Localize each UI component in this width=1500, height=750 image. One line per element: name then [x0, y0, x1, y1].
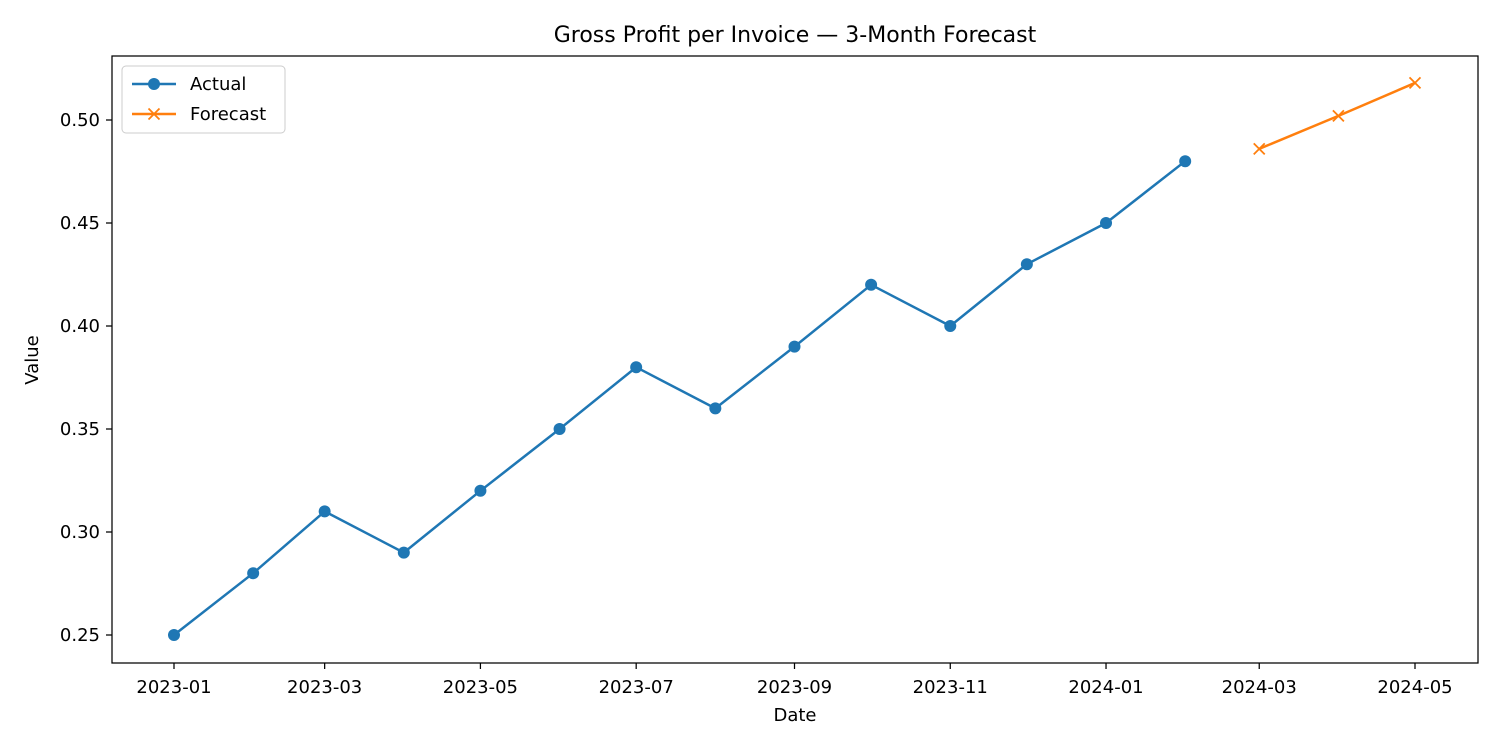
data-point-actual — [553, 423, 566, 435]
y-tick-label: 0.50 — [60, 110, 100, 131]
axes-frame — [111, 55, 1479, 664]
legend-forecast-marker — [147, 107, 161, 121]
series-actual-line — [173, 160, 1186, 636]
x-tick-label: 2024-03 — [1222, 677, 1297, 698]
x-tick-label: 2024-05 — [1377, 677, 1452, 698]
axis-ticks: 2023-01 2023-03 2023-05 2023-07 2023-09 2023-… — [60, 110, 1453, 698]
data-point-actual — [630, 361, 643, 374]
y-axis-label: Value — [22, 335, 43, 384]
data-point-actual — [944, 320, 957, 332]
y-tick-label: 0.25 — [60, 625, 100, 646]
legend: Actual Forecast — [121, 65, 286, 134]
data-point-actual — [397, 546, 410, 559]
data-point-forecast — [1408, 76, 1422, 90]
data-point-actual — [1020, 258, 1033, 271]
data-point-actual — [1179, 155, 1192, 168]
data-point-actual — [709, 402, 722, 415]
data-point-forecast — [1332, 109, 1345, 123]
x-tick-label: 2023-07 — [599, 677, 674, 698]
data-point-forecast — [1253, 142, 1266, 155]
data-point-actual — [247, 567, 260, 580]
chart-title: Gross Profit per Invoice — 3-Month Forec… — [554, 23, 1037, 48]
y-tick-label: 0.35 — [60, 419, 100, 440]
data-point-actual — [788, 340, 801, 353]
data-point-actual — [474, 484, 487, 497]
series-forecast-line — [1258, 81, 1416, 150]
x-tick-label: 2023-01 — [136, 677, 211, 698]
data-point-actual — [1100, 217, 1113, 229]
data-point-actual — [318, 505, 331, 518]
x-tick-label: 2023-11 — [913, 677, 988, 698]
legend-actual-label: Actual — [190, 74, 246, 95]
legend-actual-marker — [148, 78, 160, 90]
y-tick-label: 0.40 — [60, 316, 100, 337]
plot-area — [168, 76, 1422, 641]
y-tick-label: 0.30 — [60, 522, 100, 543]
x-tick-label: 2023-09 — [757, 677, 832, 698]
data-point-actual — [168, 629, 180, 641]
x-tick-label: 2023-05 — [443, 677, 518, 698]
y-tick-label: 0.45 — [60, 213, 100, 234]
data-point-actual — [865, 278, 878, 291]
x-axis-label: Date — [773, 705, 816, 726]
legend-forecast-label: Forecast — [190, 104, 266, 125]
x-tick-label: 2023-03 — [287, 677, 362, 698]
x-tick-label: 2024-01 — [1068, 677, 1143, 698]
